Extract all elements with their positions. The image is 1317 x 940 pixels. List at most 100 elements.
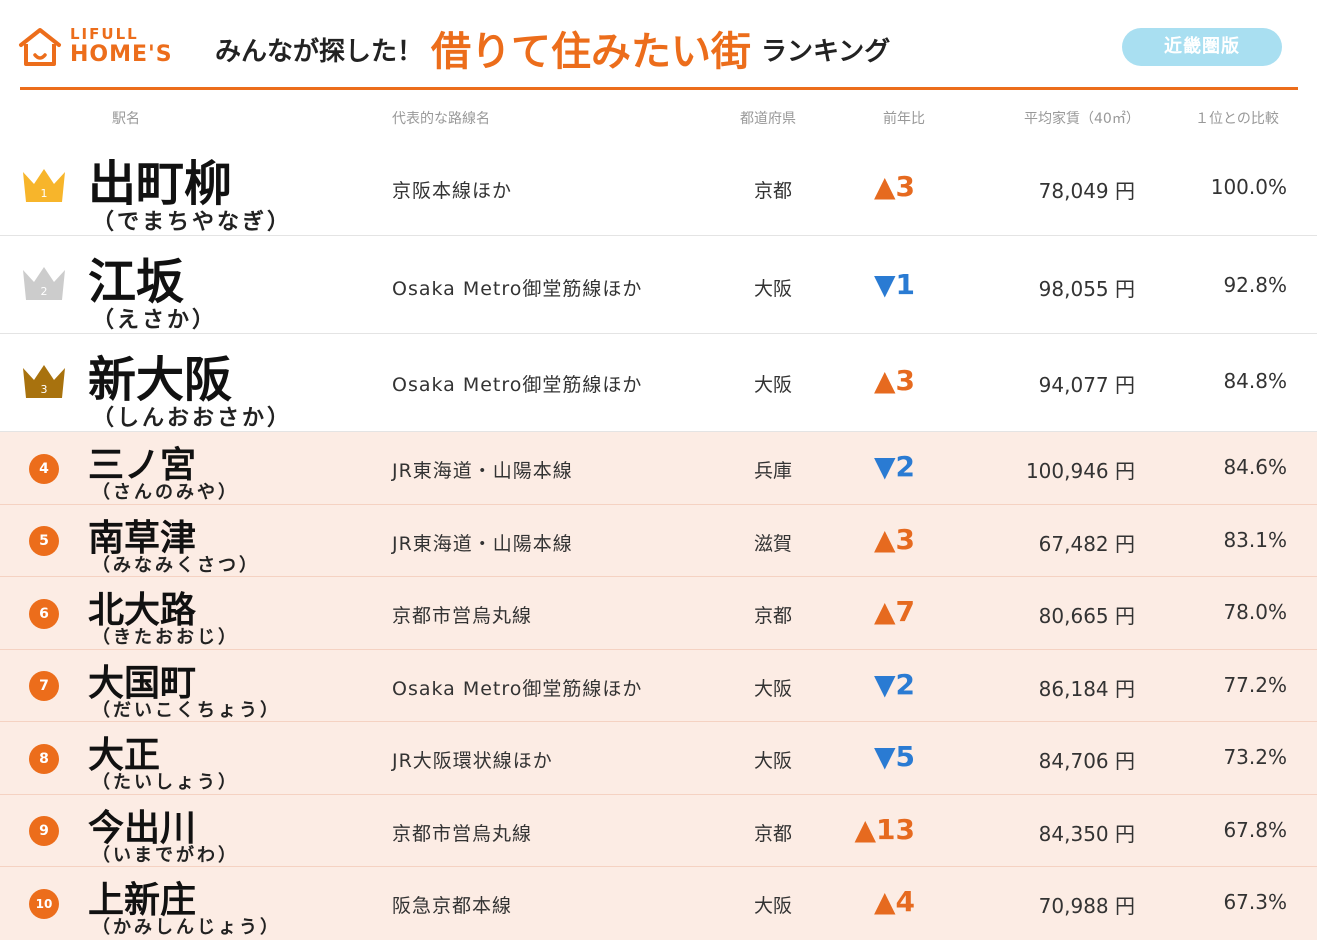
crown-silver-icon: 2 <box>23 267 65 300</box>
rank-circle-icon: 8 <box>29 744 59 774</box>
average-rent: 94,077 円 <box>1038 373 1135 397</box>
average-rent: 98,055 円 <box>1038 277 1135 301</box>
table-row: 4 三ノ宮 （さんのみや） JR東海道・山陽本線 兵庫 ▼2 100,946 円… <box>0 432 1317 505</box>
table-row: 7 大国町 （だいこくちょう） Osaka Metro御堂筋線ほか 大阪 ▼2 … <box>0 650 1317 722</box>
rank-circle-icon: 10 <box>29 889 59 919</box>
rank-number: 2 <box>41 285 48 298</box>
change-indicator: ▲3 <box>873 364 915 397</box>
ratio-to-first: 84.8% <box>1223 369 1287 393</box>
crown-gold-icon: 1 <box>23 169 65 202</box>
line-name: Osaka Metro御堂筋線ほか <box>392 678 643 700</box>
prefecture: 京都 <box>754 823 793 845</box>
ratio-to-first: 73.2% <box>1223 745 1287 769</box>
prefecture: 京都 <box>754 605 793 627</box>
average-rent: 70,988 円 <box>1038 894 1135 918</box>
prefecture: 滋賀 <box>754 533 793 555</box>
prefecture: 大阪 <box>754 374 793 396</box>
prefecture: 兵庫 <box>754 460 793 482</box>
average-rent: 78,049 円 <box>1038 179 1135 203</box>
table-row: 9 今出川 （いまでがわ） 京都市営烏丸線 京都 ▲13 84,350 円 67… <box>0 795 1317 867</box>
col-ratio: １位との比較 <box>1195 111 1279 127</box>
prefecture: 大阪 <box>754 678 793 700</box>
station-name: 北大路 <box>88 590 197 631</box>
station-reading: （しんおおさか） <box>92 406 293 431</box>
ratio-to-first: 100.0% <box>1210 175 1287 199</box>
prefecture: 大阪 <box>754 895 793 917</box>
change-indicator: ▲7 <box>873 595 915 628</box>
ratio-to-first: 78.0% <box>1223 600 1287 624</box>
table-row: 3 新大阪 （しんおおさか） Osaka Metro御堂筋線ほか 大阪 ▲3 9… <box>0 334 1317 432</box>
line-name: 京都市営烏丸線 <box>392 823 533 845</box>
col-change: 前年比 <box>883 111 925 127</box>
col-line: 代表的な路線名 <box>392 111 490 127</box>
rank-number: 3 <box>41 383 48 396</box>
change-indicator: ▼2 <box>873 450 915 483</box>
rank-circle-icon: 5 <box>29 526 59 556</box>
lifull-homes-logo: LIFULL HOME'S <box>18 25 193 69</box>
title-main: 借りて住みたい街 <box>431 29 752 75</box>
station-name: 南草津 <box>88 518 197 559</box>
ratio-to-first: 67.8% <box>1223 818 1287 842</box>
station-reading: （でまちやなぎ） <box>92 210 293 235</box>
line-name: JR東海道・山陽本線 <box>392 460 573 482</box>
station-reading: （みなみくさつ） <box>92 555 260 576</box>
line-name: Osaka Metro御堂筋線ほか <box>392 374 643 396</box>
change-indicator: ▼5 <box>873 740 915 773</box>
station-name: 今出川 <box>88 808 197 849</box>
ratio-to-first: 84.6% <box>1223 455 1287 479</box>
change-indicator: ▼1 <box>873 268 915 301</box>
prefecture: 大阪 <box>754 278 793 300</box>
col-prefecture: 都道府県 <box>740 111 796 127</box>
station-name: 三ノ宮 <box>88 445 197 486</box>
house-logo-icon <box>19 28 61 66</box>
line-name: 京阪本線ほか <box>392 180 513 202</box>
title-suffix: ランキング <box>761 37 891 67</box>
average-rent: 86,184 円 <box>1038 677 1135 701</box>
ratio-to-first: 67.3% <box>1223 890 1287 914</box>
average-rent: 84,706 円 <box>1038 749 1135 773</box>
rank-circle-icon: 4 <box>29 454 59 484</box>
region-badge: 近畿圏版 <box>1122 28 1282 66</box>
line-name: JR大阪環状線ほか <box>392 750 553 772</box>
change-indicator: ▼2 <box>873 668 915 701</box>
average-rent: 80,665 円 <box>1038 604 1135 628</box>
page-header: LIFULL HOME'S みんなが探した！ 借りて住みたい街 ランキング 近畿… <box>0 0 1317 90</box>
ratio-to-first: 92.8% <box>1223 273 1287 297</box>
station-reading: （えさか） <box>92 308 218 333</box>
station-reading: （だいこくちょう） <box>92 700 281 721</box>
ratio-to-first: 83.1% <box>1223 528 1287 552</box>
station-reading: （きたおおじ） <box>92 627 239 648</box>
table-row: 5 南草津 （みなみくさつ） JR東海道・山陽本線 滋賀 ▲3 67,482 円… <box>0 505 1317 577</box>
col-station: 駅名 <box>112 111 140 127</box>
station-name: 出町柳 <box>88 156 233 212</box>
average-rent: 84,350 円 <box>1038 822 1135 846</box>
line-name: JR東海道・山陽本線 <box>392 533 573 555</box>
station-name: 江坂 <box>88 254 185 310</box>
change-indicator: ▲13 <box>854 813 916 846</box>
logo-text-lifull: LIFULL <box>70 25 139 43</box>
header-divider <box>20 87 1298 90</box>
station-name: 上新庄 <box>88 880 197 921</box>
column-headers: 駅名 代表的な路線名 都道府県 前年比 平均家賃（40㎡） １位との比較 <box>0 104 1317 128</box>
table-row: 1 出町柳 （でまちやなぎ） 京阪本線ほか 京都 ▲3 78,049 円 100… <box>0 138 1317 236</box>
rank-number: 1 <box>41 187 48 200</box>
page-title: みんなが探した！ 借りて住みたい街 ランキング <box>215 26 890 72</box>
station-name: 大国町 <box>88 663 197 704</box>
change-indicator: ▲3 <box>873 170 915 203</box>
table-row: 10 上新庄 （かみしんじょう） 阪急京都本線 大阪 ▲4 70,988 円 6… <box>0 867 1317 940</box>
prefecture: 大阪 <box>754 750 793 772</box>
prefecture: 京都 <box>754 180 793 202</box>
rank-circle-icon: 7 <box>29 671 59 701</box>
station-reading: （たいしょう） <box>92 772 239 793</box>
station-reading: （かみしんじょう） <box>92 917 281 938</box>
average-rent: 67,482 円 <box>1038 532 1135 556</box>
crown-bronze-icon: 3 <box>23 365 65 398</box>
station-name: 大正 <box>88 735 161 776</box>
station-name: 新大阪 <box>88 352 233 408</box>
line-name: 京都市営烏丸線 <box>392 605 533 627</box>
rank-circle-icon: 9 <box>29 816 59 846</box>
logo-text-homes: HOME'S <box>70 42 173 67</box>
line-name: 阪急京都本線 <box>392 895 513 917</box>
table-row: 2 江坂 （えさか） Osaka Metro御堂筋線ほか 大阪 ▼1 98,05… <box>0 236 1317 334</box>
title-prefix: みんなが探した！ <box>215 37 424 67</box>
